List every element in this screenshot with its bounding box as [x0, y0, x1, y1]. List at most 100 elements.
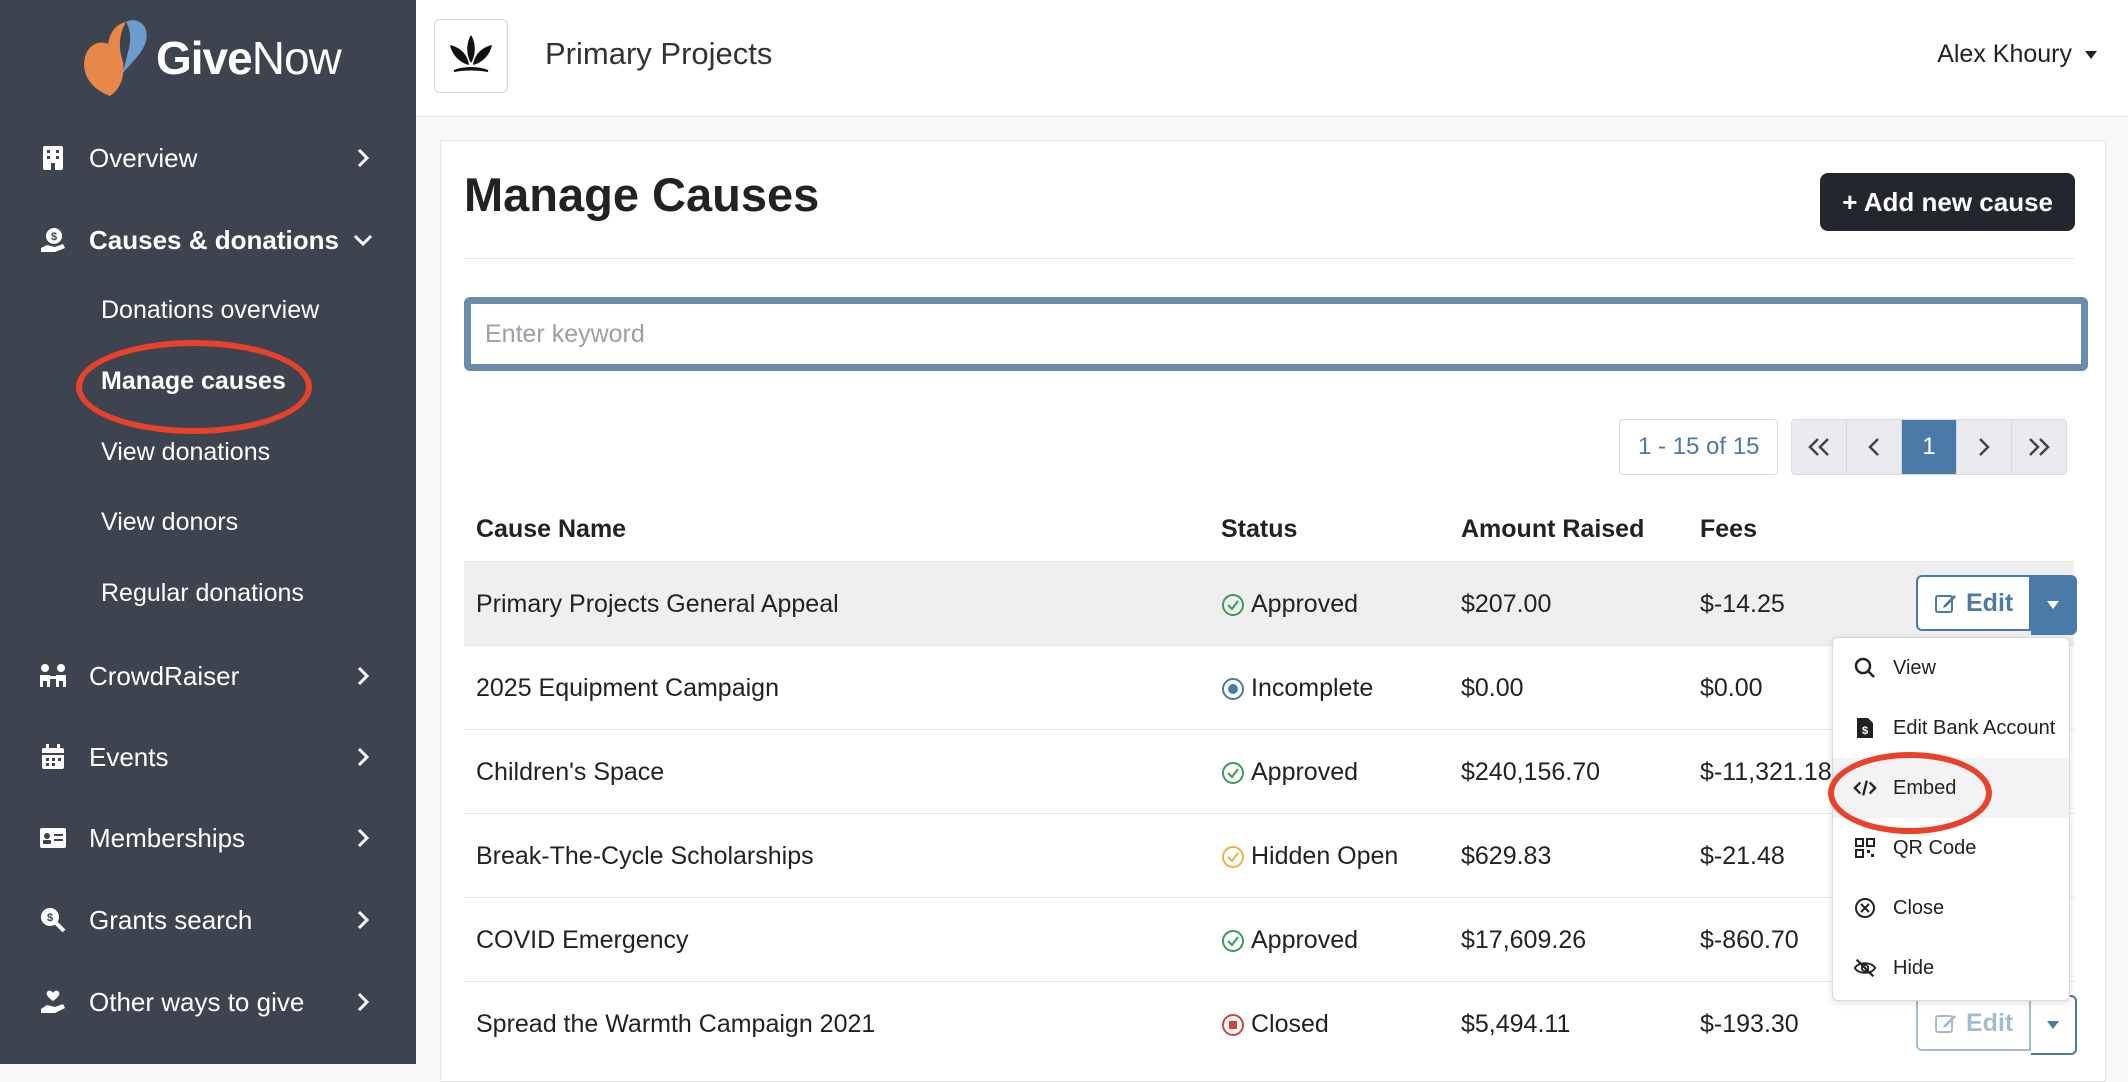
nav-label: Grants search [89, 904, 253, 935]
hand-heart-icon [38, 987, 68, 1017]
caret-down-icon [2047, 1021, 2060, 1029]
edit-button-group: Edit [1916, 995, 2078, 1055]
nav-other-ways-to-give[interactable]: Other ways to give [0, 972, 416, 1032]
edit-button-group: Edit [1916, 575, 2078, 635]
nav-events[interactable]: Events [0, 727, 416, 787]
fees: $-21.48 [1700, 842, 1785, 870]
prev-page-button[interactable] [1847, 420, 1902, 474]
add-new-cause-button[interactable]: + Add new cause [1820, 173, 2075, 231]
page-1-button[interactable]: 1 [1902, 420, 1957, 474]
svg-text:$: $ [47, 912, 53, 924]
caret-down-icon [2085, 50, 2097, 59]
table-row: 2025 Equipment Campaign Incomplete $0.00… [464, 645, 2074, 729]
edit-dropdown-toggle[interactable] [2031, 575, 2078, 635]
column-header-status[interactable]: Status [1221, 515, 1298, 543]
nav-causes-donations[interactable]: $ Causes & donations [0, 210, 416, 270]
nav-grants-search[interactable]: $ Grants search [0, 890, 416, 950]
subnav-view-donations[interactable]: View donations [101, 438, 271, 466]
fees: $-193.30 [1700, 1010, 1799, 1038]
search-input[interactable] [471, 304, 2081, 364]
chevron-right-icon [352, 746, 374, 768]
edit-button[interactable]: Edit [1916, 575, 2032, 631]
status-label: Incomplete [1251, 674, 1374, 702]
menu-item-close[interactable]: Close [1833, 878, 2069, 938]
amount-raised: $240,156.70 [1461, 758, 1601, 786]
table-row: Spread the Warmth Campaign 2021 Closed $… [464, 981, 2078, 1065]
menu-label: Embed [1893, 776, 1957, 799]
menu-item-embed[interactable]: Embed [1833, 758, 2069, 818]
menu-label: View [1893, 656, 1936, 679]
chevrons-left-icon [1808, 438, 1829, 456]
org-name: Primary Projects [545, 36, 773, 71]
svg-text:$: $ [51, 231, 57, 243]
svg-text:$: $ [1862, 725, 1868, 737]
dot-circle-icon [1222, 677, 1244, 700]
people-icon [38, 661, 68, 691]
menu-label: Edit Bank Account [1893, 716, 2056, 739]
table-row: Children's Space Approved $240,156.70 $-… [464, 729, 2074, 813]
user-menu[interactable]: Alex Khoury [1937, 40, 2098, 69]
amount-raised: $5,494.11 [1461, 1010, 1571, 1038]
next-page-button[interactable] [1957, 420, 2012, 474]
search-dollar-icon: $ [38, 905, 68, 935]
nav-overview[interactable]: Overview [0, 128, 416, 188]
menu-item-qr-code[interactable]: QR Code [1833, 818, 2069, 878]
chevrons-right-icon [2029, 438, 2050, 456]
fees: $-14.25 [1700, 590, 1785, 618]
status-label: Hidden Open [1251, 842, 1399, 870]
menu-label: QR Code [1893, 836, 1977, 859]
edit-dropdown-toggle[interactable] [2031, 995, 2078, 1055]
column-header-amount-raised[interactable]: Amount Raised [1461, 515, 1645, 543]
chevron-left-icon [1868, 438, 1879, 456]
cause-name[interactable]: 2025 Equipment Campaign [476, 674, 779, 702]
chevron-right-icon [352, 909, 374, 931]
status-label: Approved [1251, 926, 1359, 954]
subnav-manage-causes[interactable]: Manage causes [101, 367, 286, 395]
first-page-button[interactable] [1792, 420, 1847, 474]
fees: $0.00 [1700, 674, 1763, 702]
nav-label: Overview [89, 142, 198, 173]
column-header-fees[interactable]: Fees [1700, 515, 1757, 543]
subnav-view-donors[interactable]: View donors [101, 508, 239, 536]
subnav-donations-overview[interactable]: Donations overview [101, 296, 320, 324]
code-icon [1853, 776, 1877, 800]
chevron-right-icon [352, 991, 374, 1013]
cause-name[interactable]: Primary Projects General Appeal [476, 590, 839, 618]
cause-name[interactable]: Break-The-Cycle Scholarships [476, 842, 814, 870]
column-header-cause-name[interactable]: Cause Name [476, 515, 627, 543]
menu-item-view[interactable]: View [1833, 638, 2069, 698]
last-page-button[interactable] [2012, 420, 2066, 474]
givenow-logo[interactable]: GiveNow [80, 18, 342, 98]
amount-raised: $207.00 [1461, 590, 1552, 618]
nav-label: Causes & donations [89, 224, 339, 255]
pagination: 1 [1791, 419, 2067, 475]
menu-item-hide[interactable]: Hide [1833, 938, 2069, 998]
edit-button[interactable]: Edit [1916, 995, 2032, 1051]
edit-label: Edit [1966, 588, 2014, 617]
check-circle-icon [1222, 593, 1244, 616]
file-dollar-icon: $ [1853, 716, 1877, 740]
nav-label: Memberships [89, 822, 246, 853]
chevron-right-icon [1979, 438, 1990, 456]
amount-raised: $629.83 [1461, 842, 1552, 870]
search-box [464, 297, 2088, 371]
status-label: Closed [1251, 1010, 1329, 1038]
menu-item-edit-bank-account[interactable]: $ Edit Bank Account [1833, 698, 2069, 758]
eye-slash-icon [1853, 956, 1877, 980]
givenow-heart-logo-icon [84, 20, 147, 96]
building-icon [38, 143, 68, 173]
cause-name[interactable]: COVID Emergency [476, 926, 689, 954]
menu-label: Hide [1893, 956, 1935, 979]
table-row: COVID Emergency Approved $17,609.26 $-86… [464, 897, 2074, 981]
nav-label: CrowdRaiser [89, 660, 240, 691]
cause-name[interactable]: Children's Space [476, 758, 665, 786]
cause-name[interactable]: Spread the Warmth Campaign 2021 [476, 1010, 876, 1038]
calendar-icon [38, 742, 68, 772]
nav-label: Events [89, 741, 169, 772]
nav-memberships[interactable]: Memberships [0, 808, 416, 868]
subnav-regular-donations[interactable]: Regular donations [101, 579, 304, 607]
brand-name: GiveNow [156, 32, 342, 84]
org-logo[interactable] [434, 19, 508, 93]
nav-crowdraiser[interactable]: CrowdRaiser [0, 646, 416, 706]
chevron-down-icon [352, 229, 374, 251]
